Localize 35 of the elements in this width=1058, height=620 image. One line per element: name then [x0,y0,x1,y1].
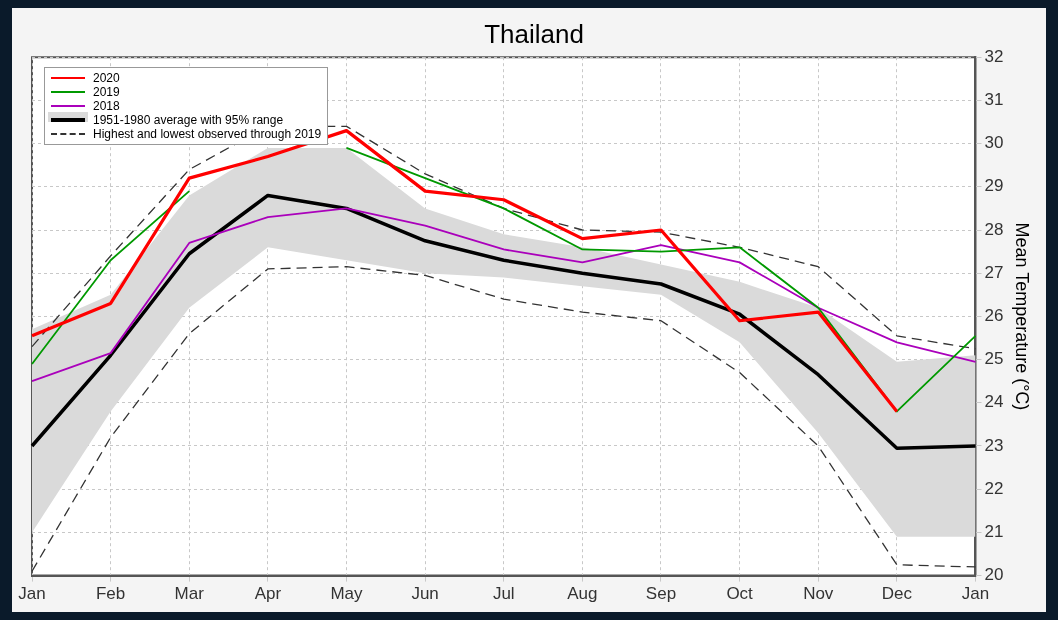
x-tick-label: Feb [95,584,126,604]
y-tick-label: 23 [984,435,1004,455]
x-tick-label: Mar [174,584,205,604]
x-tick-label: Dec [881,584,913,604]
legend-label: Highest and lowest observed through 2019 [93,127,322,142]
y-tick-label: 25 [984,349,1004,369]
x-tick-label: Sep [645,584,677,604]
y-tick-label: 24 [984,392,1004,412]
legend-label: 2020 [93,71,120,86]
y-tick-label: 26 [984,306,1004,326]
y-tick-label: 27 [984,262,1004,282]
y-tick-label: 32 [984,46,1004,66]
x-tick-label: Aug [567,584,598,604]
x-tick-label: Jan [961,584,990,604]
y-tick-label: 21 [984,522,1004,542]
x-tick-label: Jun [411,584,439,604]
y-tick-label: 30 [984,133,1004,153]
x-tick-label: Oct [726,584,754,604]
line-series [31,266,977,572]
legend-label: 2018 [93,99,120,114]
legend-label: 2019 [93,85,120,100]
line-series [31,125,977,350]
y-tick-label: 31 [984,90,1004,110]
x-tick-label: Apr [254,584,282,604]
y-tick-label: 29 [984,176,1004,196]
y-tick-label: 22 [984,478,1004,498]
x-tick-label: May [330,584,364,604]
x-tick-label: Nov [803,584,834,604]
y-tick-label: 28 [984,219,1004,239]
chart-title: Thailand [484,18,584,49]
legend-label: 1951-1980 average with 95% range [93,113,284,128]
x-tick-label: Jul [492,584,515,604]
y-tick-label: 20 [984,565,1004,585]
y-axis-title: Mean Temperature (°C) [1012,222,1033,411]
x-tick-label: Jan [18,584,46,604]
